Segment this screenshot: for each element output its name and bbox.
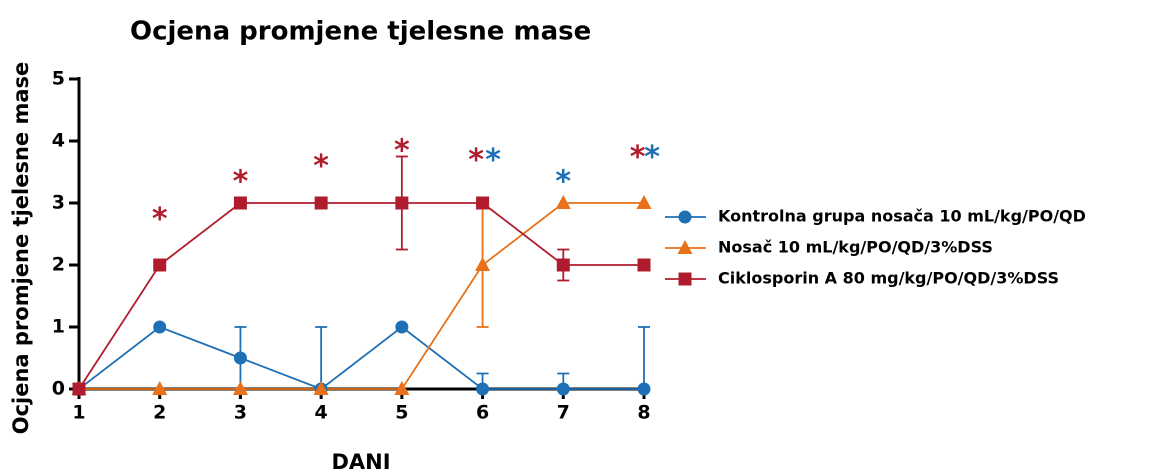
legend-label: Ciklosporin A 80 mg/kg/PO/QD/3%DSS bbox=[718, 269, 1059, 288]
point bbox=[637, 258, 651, 272]
significance-mark: * bbox=[233, 165, 249, 200]
point bbox=[232, 381, 248, 395]
significance-mark: * bbox=[555, 165, 571, 200]
point bbox=[152, 381, 168, 395]
x-tick-label: 5 bbox=[395, 402, 408, 424]
x-tick-label: 6 bbox=[476, 402, 489, 424]
point bbox=[677, 240, 693, 254]
y-tick-label: 0 bbox=[52, 378, 65, 400]
significance-mark: * bbox=[152, 202, 168, 237]
point bbox=[72, 382, 86, 396]
series-line bbox=[78, 325, 644, 391]
point bbox=[153, 258, 167, 272]
y-tick-label: 5 bbox=[52, 68, 65, 90]
point bbox=[313, 381, 329, 395]
x-tick-label: 3 bbox=[234, 402, 247, 424]
x-tick-label: 7 bbox=[557, 402, 570, 424]
point bbox=[555, 195, 571, 209]
point bbox=[678, 272, 692, 286]
y-axis-label: Ocjena promjene tjelesne mase bbox=[9, 62, 33, 435]
legend-label: Nosač 10 mL/kg/PO/QD/3%DSS bbox=[718, 238, 993, 257]
point bbox=[556, 382, 570, 396]
point bbox=[475, 257, 491, 271]
x-tick-label: 8 bbox=[637, 402, 650, 424]
y-tick-label: 1 bbox=[52, 316, 65, 338]
point bbox=[395, 196, 409, 210]
point bbox=[476, 196, 490, 210]
point bbox=[637, 382, 651, 396]
x-tick-label: 2 bbox=[153, 402, 166, 424]
x-tick-label: 1 bbox=[72, 402, 85, 424]
significance-mark: * bbox=[630, 140, 646, 175]
point bbox=[233, 351, 247, 365]
plot-area bbox=[234, 155, 650, 389]
point bbox=[395, 320, 409, 334]
point bbox=[636, 195, 652, 209]
y-tick-label: 3 bbox=[52, 192, 65, 214]
significance-mark: * bbox=[313, 149, 329, 184]
chart-title: Ocjena promjene tjelesne mase bbox=[130, 17, 591, 47]
point bbox=[314, 196, 328, 210]
point bbox=[476, 382, 490, 396]
point bbox=[153, 320, 167, 334]
significance-mark: * bbox=[485, 143, 501, 178]
x-axis-label: DANI bbox=[331, 450, 390, 474]
point bbox=[678, 210, 692, 224]
significance-mark: * bbox=[644, 140, 660, 175]
point bbox=[394, 381, 410, 395]
y-tick-label: 2 bbox=[52, 254, 65, 276]
series-line bbox=[79, 202, 644, 390]
significance-mark: * bbox=[468, 143, 484, 178]
point bbox=[233, 196, 247, 210]
significance-mark: * bbox=[394, 134, 410, 169]
series-line bbox=[78, 202, 644, 390]
point bbox=[556, 258, 570, 272]
legend-label: Kontrolna grupa nosača 10 mL/kg/PO/QD bbox=[718, 207, 1086, 226]
y-tick-label: 4 bbox=[52, 130, 65, 152]
x-tick-label: 4 bbox=[315, 402, 328, 424]
